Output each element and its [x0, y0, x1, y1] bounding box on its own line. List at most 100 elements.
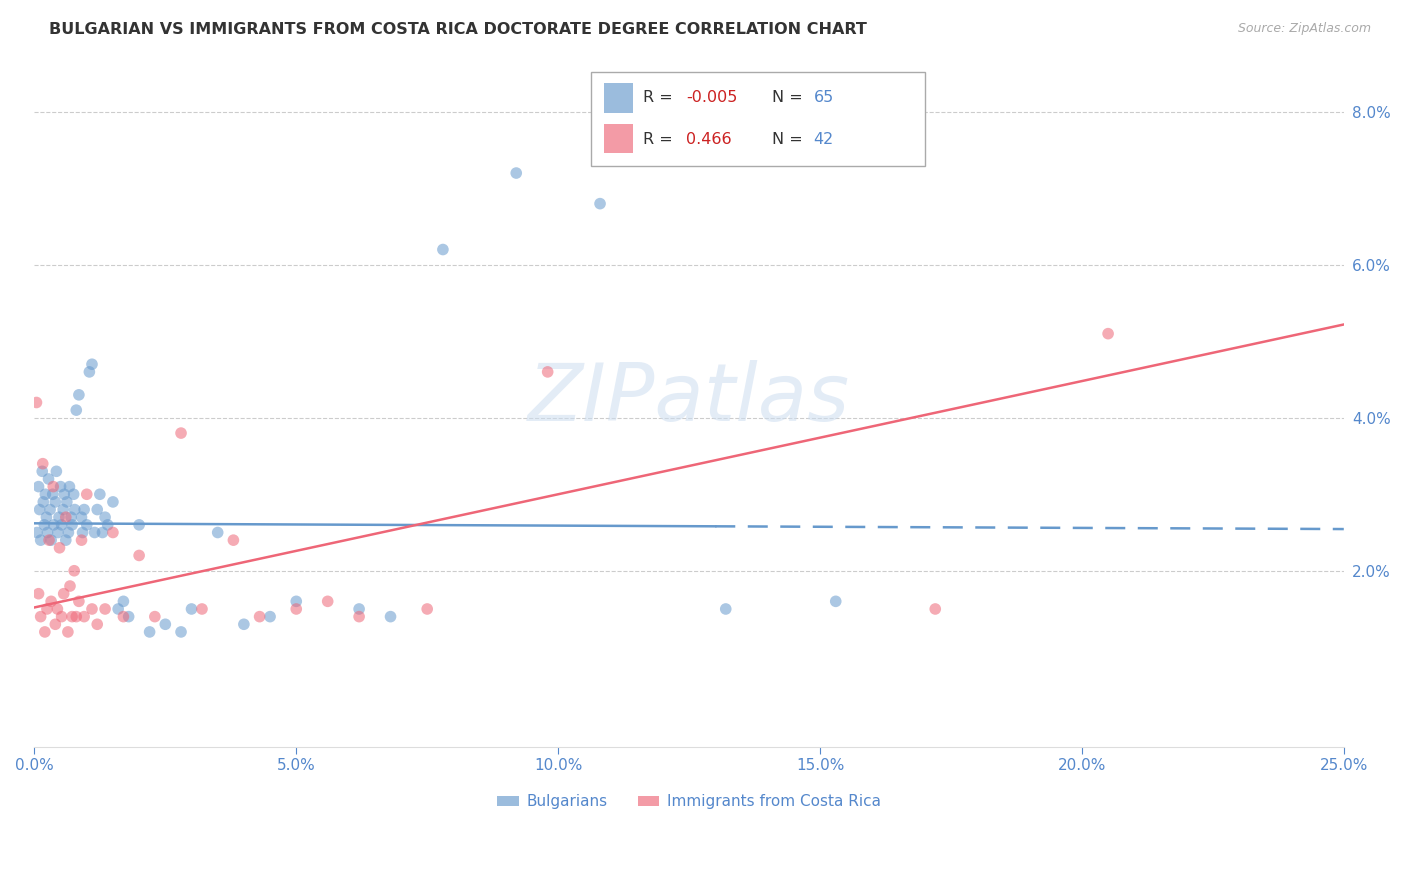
Point: [112, 609, 135, 624]
FancyBboxPatch shape: [591, 71, 925, 166]
Point: [285, 594, 308, 608]
Point: [824, 594, 846, 608]
Point: [58, 480, 80, 494]
Text: Source: ZipAtlas.com: Source: ZipAtlas.com: [1237, 22, 1371, 36]
Point: [222, 533, 245, 548]
Point: [128, 517, 150, 532]
FancyBboxPatch shape: [605, 124, 633, 153]
Legend: Bulgarians, Immigrants from Costa Rica: Bulgarians, Immigrants from Costa Rica: [491, 789, 887, 815]
Point: [30, 609, 52, 624]
Text: ZIPatlas: ZIPatlas: [529, 359, 851, 438]
Point: [83, 525, 105, 540]
Point: [63, 502, 86, 516]
Point: [62, 487, 84, 501]
Point: [67, 388, 90, 402]
Point: [138, 624, 160, 639]
Text: N =: N =: [772, 90, 803, 104]
Point: [59, 579, 82, 593]
Point: [53, 487, 76, 501]
Point: [35, 602, 58, 616]
Point: [51, 609, 73, 624]
Point: [80, 357, 103, 371]
Point: [101, 525, 124, 540]
Text: R =: R =: [644, 90, 673, 104]
Point: [416, 602, 439, 616]
Text: 0.466: 0.466: [686, 131, 733, 146]
Point: [38, 472, 60, 486]
Point: [52, 587, 75, 601]
Point: [44, 495, 66, 509]
Point: [39, 533, 62, 548]
Point: [714, 602, 737, 616]
Point: [55, 533, 77, 548]
Point: [32, 495, 55, 509]
Point: [97, 517, 120, 532]
Point: [347, 602, 370, 616]
Text: R =: R =: [644, 131, 673, 146]
Point: [589, 196, 612, 211]
Point: [41, 487, 63, 501]
Point: [86, 617, 108, 632]
Point: [128, 549, 150, 563]
Point: [347, 609, 370, 624]
Point: [112, 594, 135, 608]
Point: [34, 624, 56, 639]
Point: [31, 457, 53, 471]
Point: [48, 510, 70, 524]
Text: 42: 42: [814, 131, 834, 146]
Point: [91, 525, 114, 540]
Point: [232, 617, 254, 632]
Point: [55, 510, 77, 524]
Point: [180, 602, 202, 616]
Point: [60, 517, 83, 532]
Point: [46, 602, 69, 616]
Point: [37, 525, 59, 540]
Point: [76, 517, 98, 532]
Point: [52, 502, 75, 516]
Point: [143, 609, 166, 624]
Point: [249, 609, 271, 624]
Text: N =: N =: [772, 131, 803, 146]
Point: [28, 502, 51, 516]
Point: [118, 609, 141, 624]
Point: [39, 502, 62, 516]
Point: [67, 594, 90, 608]
Point: [27, 587, 49, 601]
Point: [35, 510, 58, 524]
Point: [49, 480, 72, 494]
Point: [537, 365, 560, 379]
Point: [72, 525, 94, 540]
Text: -0.005: -0.005: [686, 90, 738, 104]
Point: [207, 525, 229, 540]
Point: [89, 487, 111, 501]
Point: [79, 365, 101, 379]
Point: [65, 609, 87, 624]
Point: [38, 533, 60, 548]
Point: [34, 487, 56, 501]
Point: [56, 495, 79, 509]
Point: [51, 517, 73, 532]
Point: [76, 487, 98, 501]
Point: [170, 426, 193, 441]
Point: [170, 624, 193, 639]
Point: [25, 525, 48, 540]
Point: [63, 564, 86, 578]
Point: [58, 525, 80, 540]
Point: [316, 594, 339, 608]
Point: [505, 166, 527, 180]
Point: [30, 533, 52, 548]
Point: [155, 617, 177, 632]
Point: [45, 464, 67, 478]
Point: [25, 395, 48, 409]
Point: [259, 609, 281, 624]
Point: [56, 624, 79, 639]
Point: [31, 464, 53, 478]
Point: [101, 495, 124, 509]
Point: [380, 609, 402, 624]
Point: [73, 609, 96, 624]
Text: 65: 65: [814, 90, 834, 104]
Point: [107, 602, 129, 616]
Point: [42, 480, 65, 494]
Point: [70, 510, 93, 524]
Point: [60, 609, 83, 624]
